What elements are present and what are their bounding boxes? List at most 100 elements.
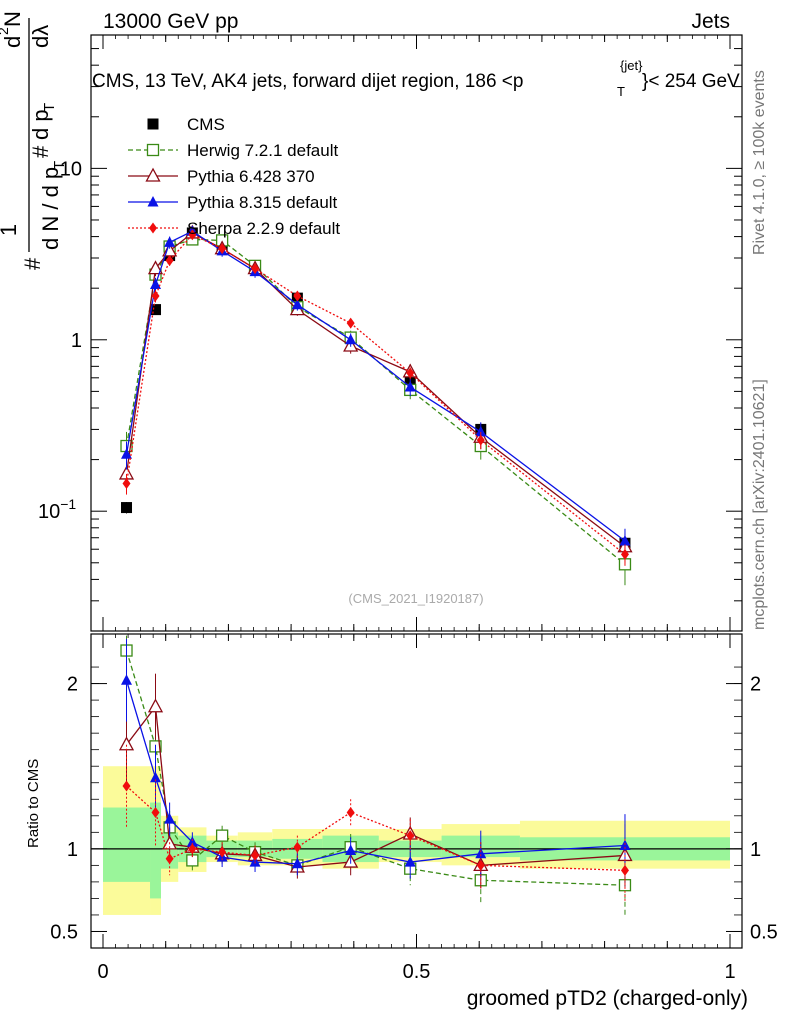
ratio-frame bbox=[90, 633, 743, 949]
cms-point bbox=[121, 502, 133, 514]
svg-text:dλ: dλ bbox=[28, 25, 53, 48]
ratio-y-tick-label: 2 bbox=[67, 674, 78, 696]
legend-marker-sherpa bbox=[149, 222, 157, 234]
py6-line bbox=[125, 232, 626, 548]
sherpa-ratio-point bbox=[346, 806, 355, 818]
svg-text:CMS, 13 TeV, AK4 jets, forward: CMS, 13 TeV, AK4 jets, forward dijet reg… bbox=[92, 71, 523, 92]
py8-ratio-point bbox=[249, 856, 261, 867]
sherpa-line bbox=[125, 233, 626, 555]
sherpa-ratio-point bbox=[251, 849, 260, 861]
x-tick-label: 0.5 bbox=[403, 961, 431, 983]
svg-text:T: T bbox=[617, 84, 625, 99]
svg-text:N: N bbox=[0, 11, 25, 27]
x-tick-label: 0 bbox=[97, 961, 108, 983]
py8-point bbox=[404, 381, 416, 392]
ratio-ylabel: Ratio to CMS bbox=[25, 759, 42, 848]
cms-point bbox=[150, 304, 162, 316]
sherpa-point bbox=[406, 367, 415, 379]
py8-ratio-point bbox=[291, 857, 303, 869]
sherpa-ratio-point bbox=[218, 846, 227, 858]
py8-ratio-point bbox=[121, 674, 133, 685]
ratio-uncertainty-bands bbox=[103, 766, 730, 915]
legend-label-cms: CMS bbox=[187, 115, 225, 134]
legend-label-py6: Pythia 6.428 370 bbox=[187, 167, 315, 186]
y-tick-label: 10−1 bbox=[38, 496, 76, 523]
legend-marker-herwig bbox=[146, 143, 160, 157]
herwig-ratio-point bbox=[215, 829, 229, 842]
category-label: Jets bbox=[691, 10, 730, 33]
sherpa-ratio-point bbox=[151, 806, 160, 818]
sherpa-point bbox=[165, 255, 174, 267]
legend-label-herwig: Herwig 7.2.1 default bbox=[187, 141, 338, 160]
svg-text:{jet}: {jet} bbox=[620, 58, 643, 73]
py8-ratio-point bbox=[345, 844, 357, 855]
py8-ratio-point bbox=[404, 856, 416, 867]
legend: CMS Herwig 7.2.1 default Pythia 6.428 370 P… bbox=[128, 115, 340, 238]
svg-text:1: 1 bbox=[0, 224, 21, 236]
py8-point bbox=[619, 535, 631, 546]
py8-point bbox=[150, 278, 162, 290]
sherpa-ratio-point bbox=[165, 853, 174, 865]
ratio-y-tick-label-right: 0.5 bbox=[750, 921, 778, 943]
py6-point bbox=[147, 260, 164, 275]
legend-marker-py8 bbox=[147, 196, 159, 207]
rivet-label: Rivet 4.1.0, ≥ 100k events bbox=[751, 70, 768, 255]
ratio-y-tick-label: 1 bbox=[67, 839, 78, 861]
ratio-y-tick-label-right: 1 bbox=[750, 839, 761, 861]
svg-text:d N / d p: d N / d p bbox=[38, 167, 63, 250]
legend-label-py8: Pythia 8.315 default bbox=[187, 193, 338, 212]
y-tick-label: 10 bbox=[60, 158, 82, 180]
py8-line bbox=[125, 230, 626, 542]
energy-label: 13000 GeV pp bbox=[103, 10, 238, 33]
sherpa-point bbox=[620, 548, 629, 560]
py8-point bbox=[164, 236, 176, 247]
svg-text:#: # bbox=[20, 257, 45, 270]
py8-point bbox=[345, 333, 357, 345]
axes: 0 0.5 1 10−1 1 10 0.5 0.5 1 1 2 2 bbox=[38, 34, 778, 983]
y-tick-label: 1 bbox=[71, 330, 82, 352]
py8-ratio-point bbox=[475, 847, 487, 859]
sherpa-ratio-point bbox=[620, 864, 629, 876]
legend-marker-py6 bbox=[145, 167, 161, 182]
svg-text:T: T bbox=[51, 161, 68, 170]
py8-ratio-point bbox=[164, 813, 176, 824]
sherpa-point bbox=[122, 478, 131, 490]
plot-title: CMS, 13 TeV, AK4 jets, forward dijet reg… bbox=[92, 58, 740, 99]
svg-text:}< 254 GeV: }< 254 GeV bbox=[642, 71, 740, 92]
py8-ratio-point bbox=[150, 771, 162, 783]
band-inner bbox=[150, 802, 161, 899]
sherpa-point bbox=[188, 229, 197, 241]
py6-ratio-point bbox=[147, 698, 164, 713]
sherpa-point bbox=[346, 317, 355, 329]
main-series bbox=[118, 224, 633, 586]
py8-ratio-point bbox=[186, 836, 198, 847]
watermark: (CMS_2021_I1920187) bbox=[348, 591, 483, 606]
ratio-y-tick-label-right: 2 bbox=[750, 674, 761, 696]
sherpa-point bbox=[251, 263, 260, 275]
sherpa-point bbox=[476, 434, 485, 446]
herwig-line bbox=[125, 238, 626, 565]
svg-text:2: 2 bbox=[0, 27, 11, 35]
main-ylabel: # 1 d N / d p T # d p T d 2 N dλ bbox=[0, 11, 68, 270]
sherpa-point bbox=[151, 290, 160, 302]
py8-point bbox=[121, 448, 133, 459]
x-axis-label: groomed pTD2 (charged-only) bbox=[467, 987, 748, 1010]
svg-text:d: d bbox=[0, 36, 25, 48]
band-inner bbox=[103, 807, 151, 882]
svg-text:#: # bbox=[28, 145, 53, 158]
mcplots-label: mcplots.cern.ch [arXiv:2401.10621] bbox=[751, 379, 768, 630]
legend-marker-cms bbox=[147, 118, 159, 130]
sherpa-ratio-point bbox=[293, 841, 302, 853]
sherpa-ratio-point bbox=[122, 780, 131, 792]
sherpa-ratio-point bbox=[188, 843, 197, 855]
sherpa-ratio-point bbox=[406, 830, 415, 842]
ratio-y-tick-label: 0.5 bbox=[50, 921, 78, 943]
x-tick-label: 1 bbox=[724, 961, 735, 983]
sherpa-point bbox=[293, 290, 302, 302]
legend-label-sherpa: Sherpa 2.2.9 default bbox=[187, 219, 340, 238]
py8-point bbox=[475, 425, 487, 437]
svg-text:T: T bbox=[41, 103, 58, 112]
ratio-series bbox=[118, 635, 633, 917]
sherpa-point bbox=[218, 243, 227, 255]
